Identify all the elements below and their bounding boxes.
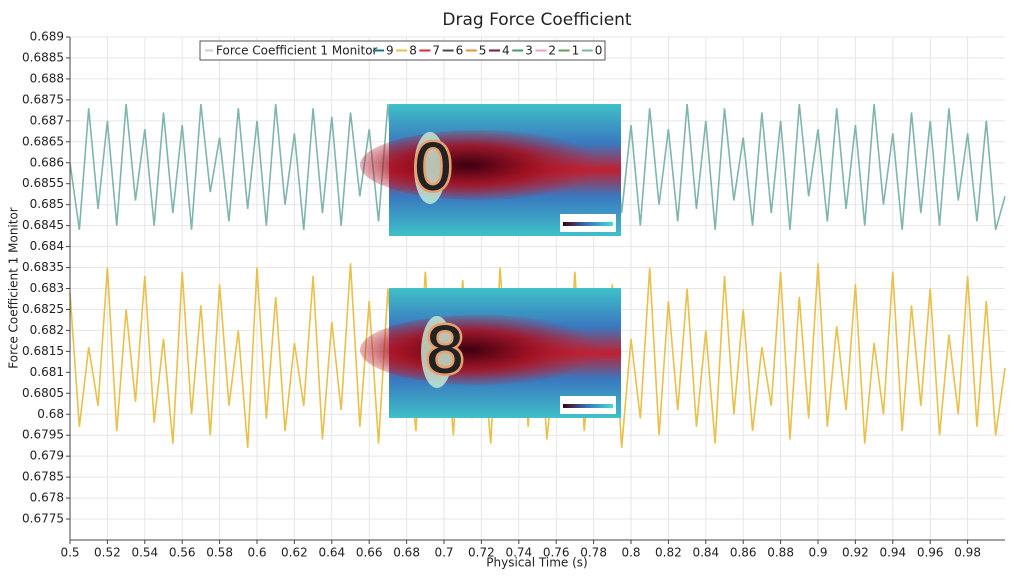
y-tick-label: 0.6795 xyxy=(22,428,64,442)
x-axis-title: Physical Time (s) xyxy=(486,556,587,570)
x-tick-label: 0.84 xyxy=(692,546,719,560)
legend-label: 2 xyxy=(548,44,556,58)
x-tick-label: 0.86 xyxy=(730,546,757,560)
legend-label: 7 xyxy=(432,44,440,58)
x-tick-label: 0.92 xyxy=(842,546,869,560)
x-tick-label: 0.82 xyxy=(655,546,682,560)
x-tick-label: 0.66 xyxy=(356,546,383,560)
y-tick-label: 0.6775 xyxy=(22,512,64,526)
x-tick-label: 0.9 xyxy=(808,546,827,560)
y-tick-label: 0.6855 xyxy=(22,176,64,190)
legend-title: Force Coefficient 1 Monitor xyxy=(216,44,378,58)
y-tick-label: 0.6815 xyxy=(22,344,64,358)
y-tick-label: 0.678 xyxy=(30,491,64,505)
legend-label: 1 xyxy=(572,44,580,58)
x-tick-label: 0.7 xyxy=(434,546,453,560)
x-tick-label: 0.94 xyxy=(879,546,906,560)
y-tick-label: 0.685 xyxy=(30,197,64,211)
y-axis-title: Force Coefficient 1 Monitor xyxy=(7,207,21,369)
y-tick-label: 0.682 xyxy=(30,323,64,337)
legend-label: 8 xyxy=(409,44,417,58)
y-tick-label: 0.6865 xyxy=(22,134,64,148)
y-tick-label: 0.6785 xyxy=(22,470,64,484)
x-tick-label: 0.72 xyxy=(468,546,495,560)
x-tick-label: 0.98 xyxy=(954,546,981,560)
y-tick-label: 0.6835 xyxy=(22,260,64,274)
x-tick-label: 0.6 xyxy=(247,546,266,560)
legend-label: 5 xyxy=(479,44,487,58)
legend-label: 6 xyxy=(456,44,464,58)
y-tick-label: 0.679 xyxy=(30,449,64,463)
y-tick-label: 0.6825 xyxy=(22,302,64,316)
legend-label: 3 xyxy=(525,44,533,58)
chart-title: Drag Force Coefficient xyxy=(442,10,632,30)
y-tick-label: 0.681 xyxy=(30,365,64,379)
y-tick-label: 0.684 xyxy=(30,239,64,253)
y-tick-label: 0.6805 xyxy=(22,386,64,400)
y-tick-label: 0.689 xyxy=(30,30,64,44)
x-tick-label: 0.52 xyxy=(94,546,121,560)
y-tick-label: 0.683 xyxy=(30,281,64,295)
x-tick-label: 0.74 xyxy=(505,546,532,560)
x-tick-label: 0.88 xyxy=(767,546,794,560)
x-tick-label: 0.54 xyxy=(131,546,158,560)
y-tick-label: 0.6845 xyxy=(22,218,64,232)
x-tick-label: 0.56 xyxy=(169,546,196,560)
y-tick-label: 0.6885 xyxy=(22,50,64,64)
y-tick-label: 0.687 xyxy=(30,113,64,127)
legend: Force Coefficient 1 Monitor 9 8 7 6 5 4 3 2 1 0 xyxy=(199,40,606,61)
x-tick-label: 0.8 xyxy=(621,546,640,560)
y-tick-label: 0.68 xyxy=(37,407,64,421)
x-tick-label: 0.96 xyxy=(917,546,944,560)
image-label: 8 xyxy=(425,315,466,389)
x-tick-label: 0.78 xyxy=(580,546,607,560)
x-tick-label: 0.62 xyxy=(281,546,308,560)
flow-image: 0 xyxy=(360,104,621,236)
x-tick-label: 0.5 xyxy=(60,546,79,560)
legend-label: 4 xyxy=(502,44,510,58)
y-tick-label: 0.688 xyxy=(30,71,64,85)
x-tick-label: 0.58 xyxy=(206,546,233,560)
image-label: 0 xyxy=(413,132,454,206)
legend-label: 9 xyxy=(386,44,394,58)
x-tick-label: 0.68 xyxy=(393,546,420,560)
flow-image: 8 xyxy=(360,288,621,418)
y-tick-label: 0.6875 xyxy=(22,92,64,106)
legend-label: 0 xyxy=(595,44,603,58)
x-tick-label: 0.64 xyxy=(318,546,345,560)
x-tick-label: 0.76 xyxy=(543,546,570,560)
y-tick-label: 0.686 xyxy=(30,155,64,169)
